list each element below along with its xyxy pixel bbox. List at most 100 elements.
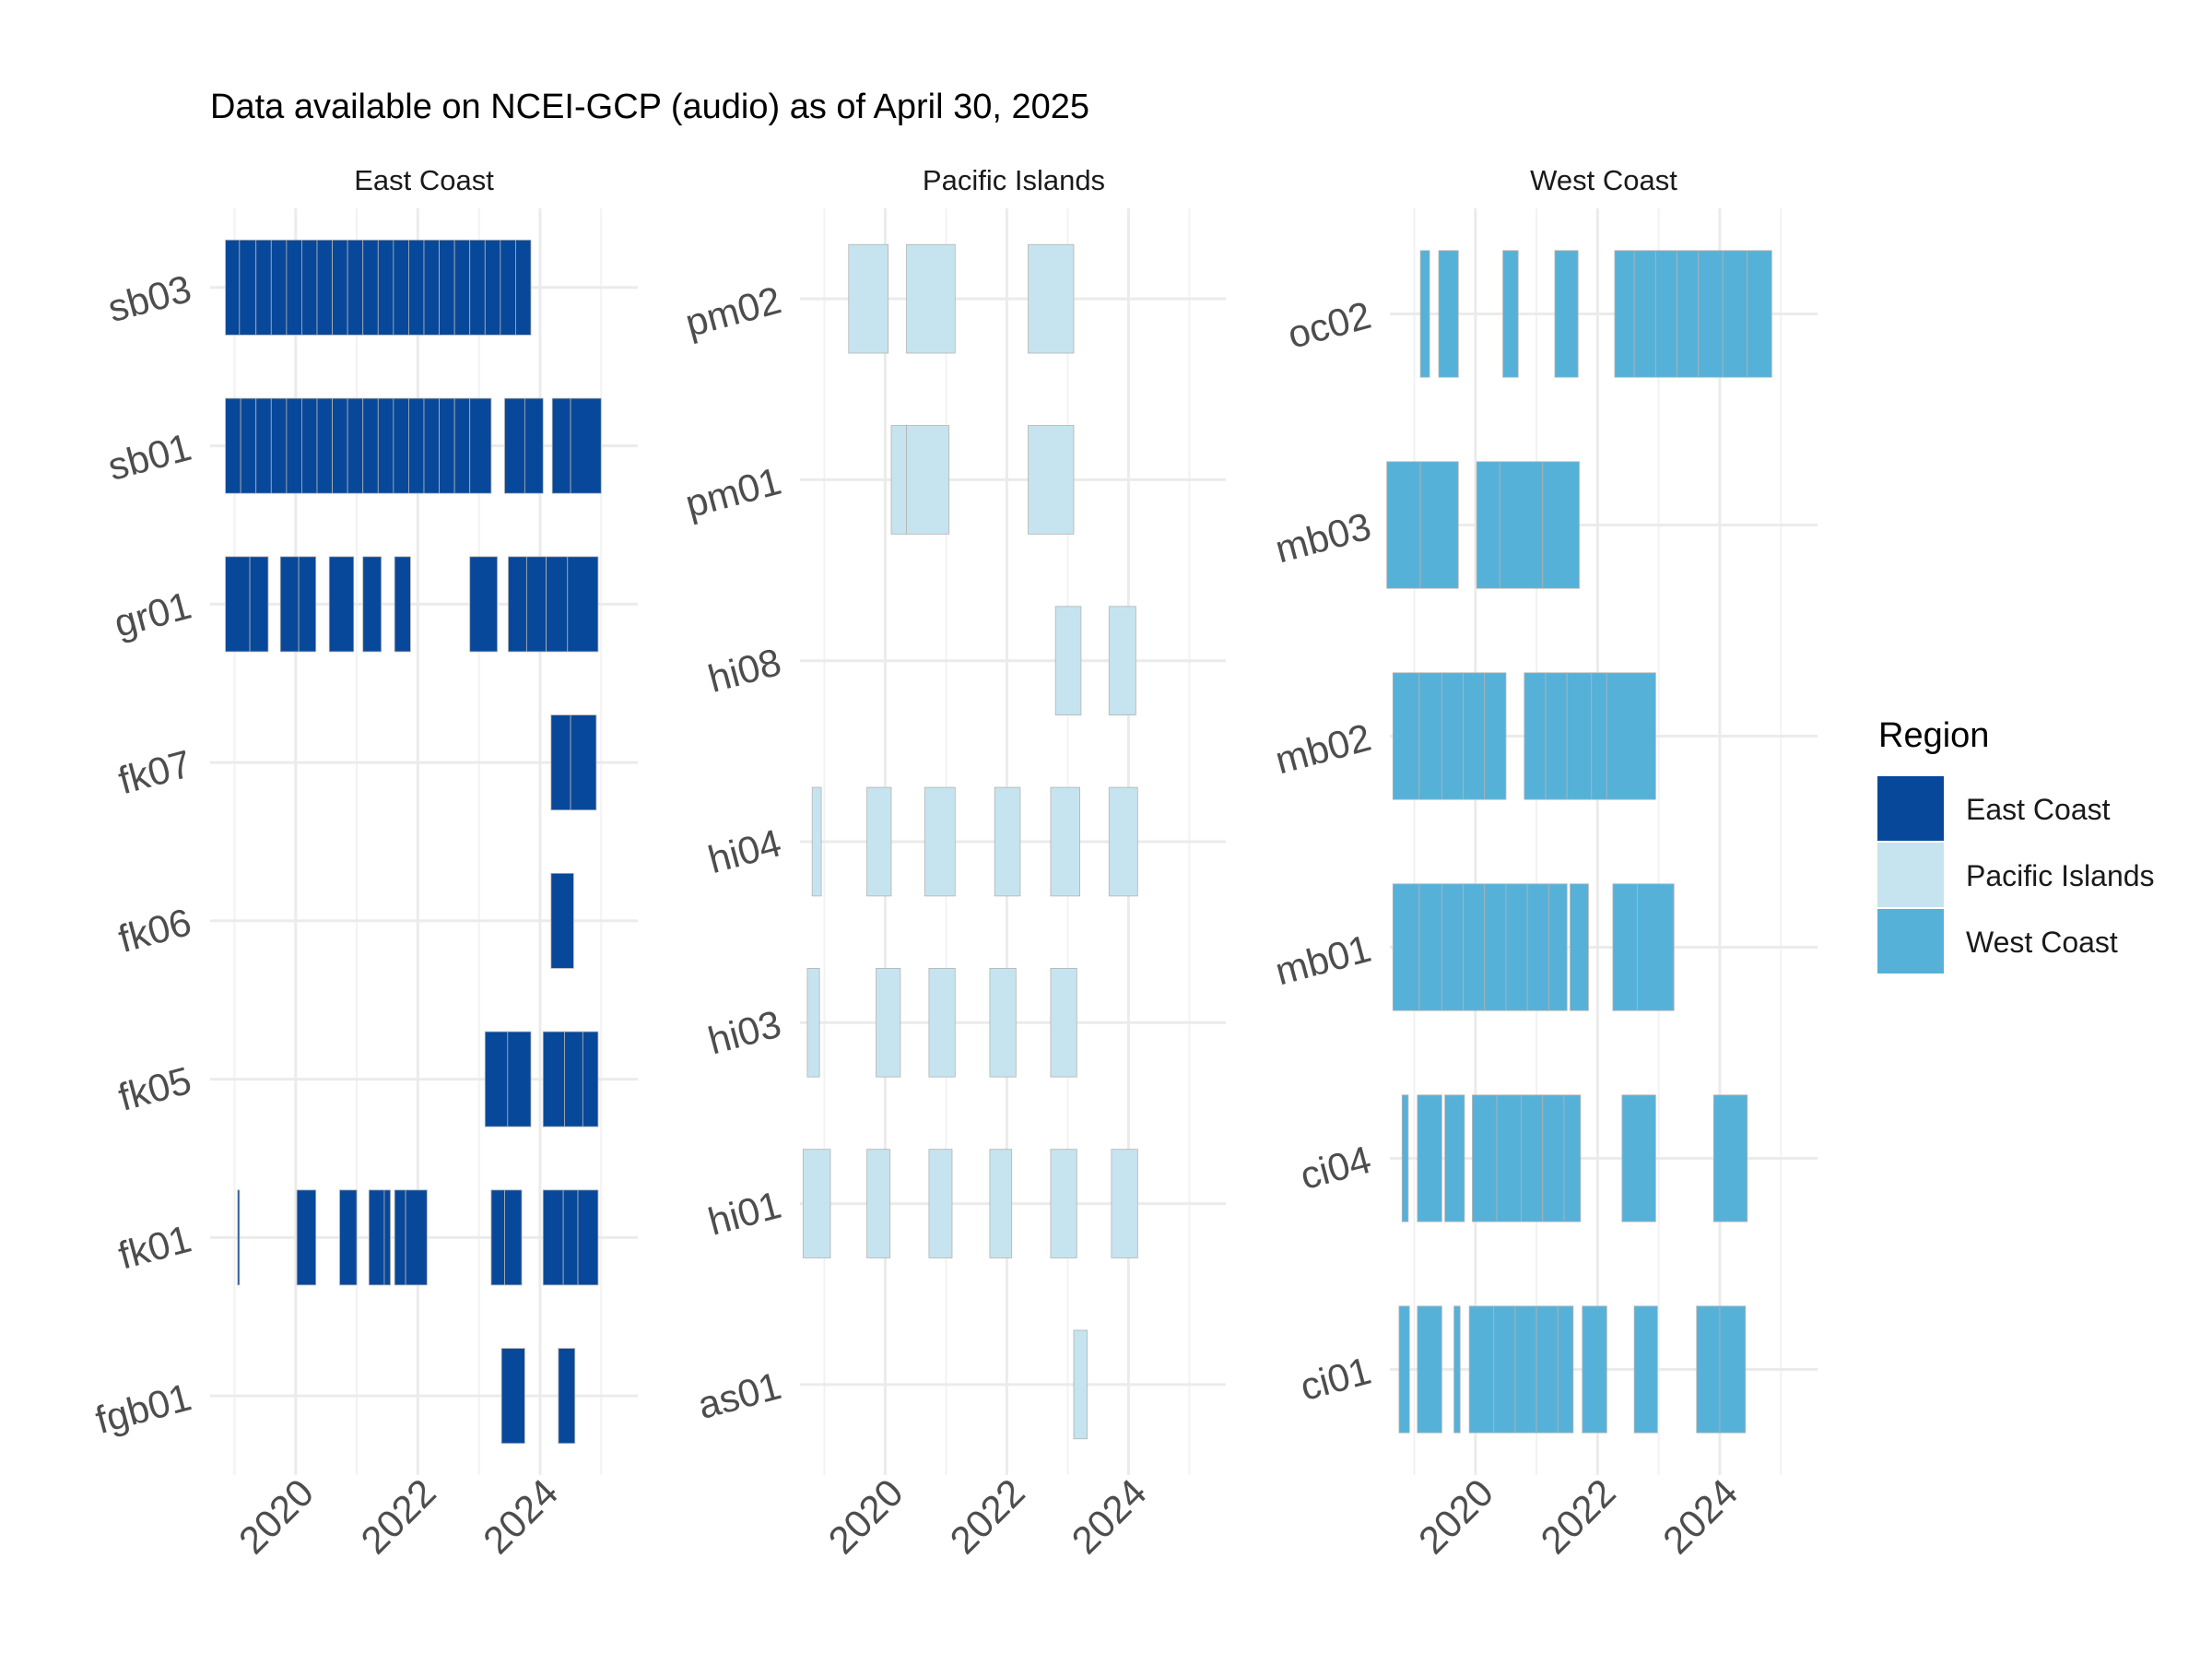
- bar-segment: [225, 397, 241, 494]
- bar-segment: [408, 397, 425, 494]
- bar-segment: [469, 239, 486, 336]
- bar-segment: [362, 556, 382, 653]
- bar-segment: [542, 1189, 564, 1286]
- bar-segment: [1417, 1094, 1442, 1222]
- bar-segment: [1050, 1149, 1077, 1258]
- bar-segment: [1463, 883, 1486, 1011]
- bar-segment: [1496, 1094, 1522, 1222]
- bar-segment: [924, 786, 956, 897]
- bar-segment: [582, 1031, 599, 1127]
- y-tick-label: mb01: [1271, 926, 1376, 994]
- legend-key: [1877, 776, 1944, 841]
- bar-segment: [577, 1189, 599, 1286]
- y-tick-label: hi08: [703, 640, 785, 701]
- y-tick-label: hi04: [703, 820, 785, 881]
- bar-segment: [1747, 250, 1772, 378]
- bar-segment: [1499, 461, 1544, 589]
- bar-segment: [1566, 672, 1593, 800]
- bar-segment: [237, 1189, 241, 1286]
- bar-segment: [1514, 1305, 1537, 1434]
- bar-segment: [1441, 672, 1464, 800]
- legend-key: [1877, 843, 1944, 907]
- bar-segment: [347, 397, 364, 494]
- y-tick-label: ci01: [1296, 1349, 1376, 1409]
- bar-segment: [1444, 1094, 1465, 1222]
- bar-segment: [1108, 606, 1136, 715]
- bar-segment: [500, 239, 516, 336]
- bar-segment: [1542, 1094, 1565, 1222]
- bar-segment: [383, 1189, 391, 1286]
- bar-segment: [1073, 1329, 1088, 1440]
- bar-segment: [1418, 672, 1442, 800]
- bar-segment: [1722, 250, 1748, 378]
- bar-segment: [1502, 250, 1519, 378]
- bar-segment: [906, 243, 956, 354]
- bar-segment: [240, 397, 257, 494]
- bar-segment: [866, 786, 892, 897]
- x-tick-label: 2020: [230, 1470, 322, 1562]
- bar-segment: [1392, 883, 1420, 1011]
- bar-segment: [1054, 606, 1082, 715]
- legend-label: East Coast: [1966, 793, 2111, 826]
- bar-segment: [225, 556, 251, 653]
- bar-segment: [286, 397, 302, 494]
- bar-segment: [405, 1189, 428, 1286]
- bar-segment: [1418, 883, 1442, 1011]
- y-tick-label: ci04: [1296, 1138, 1376, 1198]
- bar-segment: [1614, 250, 1635, 378]
- bar-segment: [484, 1031, 509, 1127]
- bar-segment: [994, 786, 1021, 897]
- y-tick-label: pm02: [681, 277, 786, 345]
- bar-segment: [1472, 1094, 1498, 1222]
- bar-segment: [423, 239, 440, 336]
- y-tick-label: fk06: [113, 900, 195, 961]
- bar-segment: [989, 968, 1017, 1078]
- bar-segment: [1591, 672, 1607, 800]
- bar-segment: [347, 239, 364, 336]
- bar-segment: [802, 1149, 831, 1258]
- bar-segment: [1570, 883, 1589, 1011]
- bar-segment: [811, 786, 822, 897]
- panel-pacific-islands: Pacific Islands pm02 pm01 hi08 hi04 hi03 hi01 a…: [681, 164, 1226, 1562]
- bar-segment: [570, 397, 602, 494]
- x-tick-label: 2024: [475, 1470, 566, 1562]
- bar-segment: [368, 1189, 385, 1286]
- bar-segment: [469, 556, 498, 653]
- bar-segment: [377, 239, 394, 336]
- bar-segment: [928, 1149, 953, 1258]
- y-tick-label: pm01: [681, 459, 786, 526]
- bar-segment: [1606, 672, 1656, 800]
- legend: Region East Coast Pacific Islands West Coa…: [1877, 716, 2155, 974]
- bar-segment: [1401, 1094, 1409, 1222]
- bar-segment: [1398, 1305, 1410, 1434]
- bar-segment: [1438, 250, 1459, 378]
- bar-segment: [1521, 1094, 1544, 1222]
- panel-strip-label: West Coast: [1530, 164, 1677, 196]
- bar-segment: [500, 1348, 525, 1445]
- bar-segment: [928, 968, 956, 1078]
- bar-segment: [1484, 672, 1507, 800]
- y-tick-label: mb02: [1271, 715, 1376, 783]
- bar-segment: [1524, 672, 1547, 800]
- panels-layer: East Coast sb03 sb01 gr01 fk07 fk06 fk05 fk01 fg…: [91, 164, 1818, 1562]
- bar-segment: [524, 397, 544, 494]
- bar-segment: [876, 968, 901, 1078]
- bar-segment: [439, 397, 455, 494]
- bar-segment: [1582, 1305, 1607, 1434]
- bar-segment: [567, 556, 599, 653]
- y-tick-label: hi03: [703, 1002, 785, 1063]
- y-tick-label: oc02: [1283, 293, 1375, 357]
- bar-segment: [332, 397, 348, 494]
- chart-title: Data available on NCEI-GCP (audio) as of…: [210, 88, 1089, 126]
- panel-west-coast: West Coast oc02 mb03 mb02 mb01 ci04 ci01 2020 20…: [1271, 164, 1818, 1562]
- bar-segment: [1554, 250, 1579, 378]
- bar-segment: [439, 239, 455, 336]
- bar-segment: [1028, 243, 1075, 354]
- bar-segment: [1545, 672, 1568, 800]
- bar-segment: [423, 397, 440, 494]
- legend-label: Pacific Islands: [1966, 859, 2155, 892]
- x-tick-label: 2024: [1063, 1470, 1154, 1562]
- bar-segment: [906, 425, 950, 535]
- bar-segment: [339, 1189, 358, 1286]
